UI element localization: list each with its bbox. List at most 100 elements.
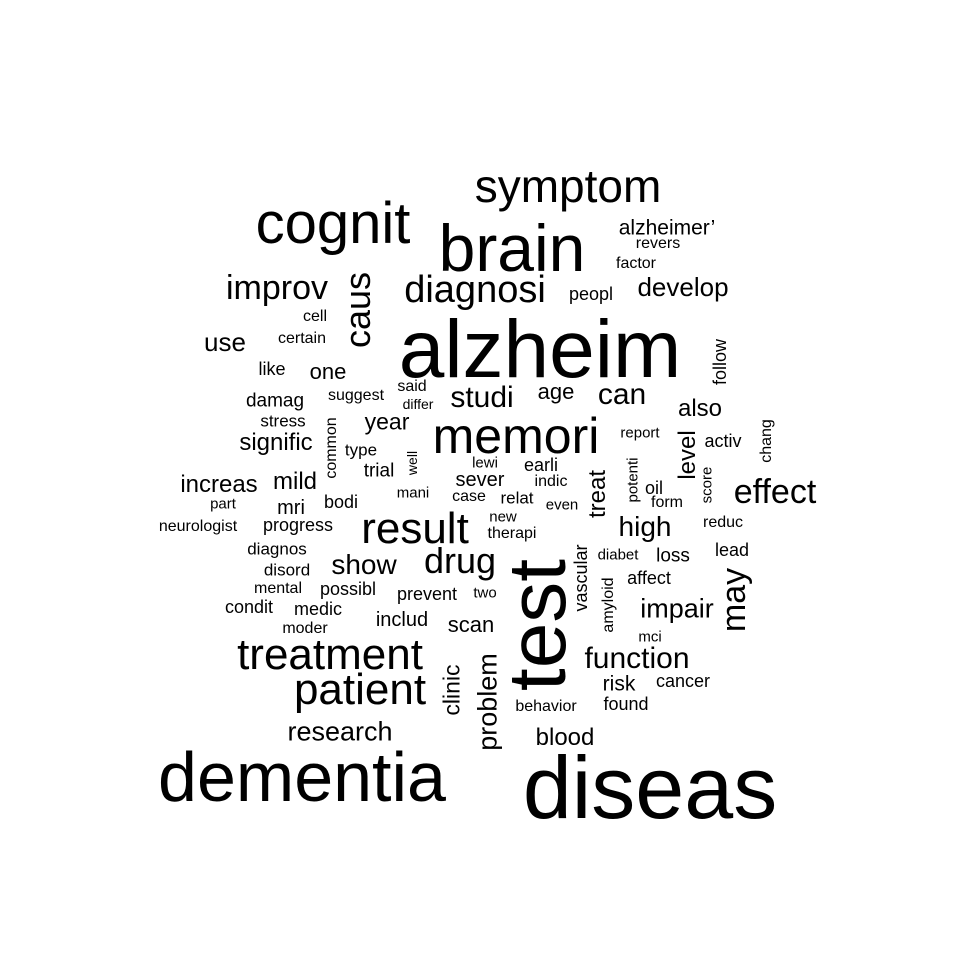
word-age: age <box>537 379 575 404</box>
word-high: high <box>618 511 672 542</box>
word-behavior: behavior <box>515 698 577 715</box>
word-problem: problem <box>472 653 503 751</box>
word-form: form <box>651 494 683 511</box>
word-level: level <box>674 430 701 480</box>
word-type: type <box>344 440 378 460</box>
word-mri: mri <box>277 497 305 519</box>
word-part: part <box>210 495 236 513</box>
word-may: may <box>715 567 753 633</box>
word-differ: differ <box>402 396 434 412</box>
word-affect: affect <box>627 568 671 588</box>
word-mci: mci <box>638 628 662 646</box>
word-revers: revers <box>635 235 681 252</box>
word-bodi: bodi <box>323 492 359 512</box>
word-lead: lead <box>714 540 750 560</box>
word-activ: activ <box>704 431 742 451</box>
word-can: can <box>597 378 647 411</box>
word-relat: relat <box>500 488 534 508</box>
word-case: case <box>452 488 486 505</box>
word-disord: disord <box>263 560 311 580</box>
word-use: use <box>204 327 246 357</box>
word-diagnos: diagnos <box>247 539 307 559</box>
word-impair: impair <box>640 593 714 624</box>
word-well: well <box>404 450 420 476</box>
word-chang: chang <box>758 419 775 463</box>
word-improv: improv <box>225 269 329 307</box>
word-treatment: treatment <box>237 630 423 679</box>
word-neurologist: neurologist <box>158 518 238 535</box>
word-brain: brain <box>438 211 586 285</box>
word-memori: memori <box>432 408 600 464</box>
word-condit: condit <box>224 597 274 617</box>
word-increas: increas <box>180 471 258 498</box>
word-develop: develop <box>637 272 729 302</box>
word-follow: follow <box>710 338 730 386</box>
word-studi: studi <box>450 381 514 414</box>
word-two: two <box>473 584 497 602</box>
word-diabet: diabet <box>597 546 639 564</box>
word-like: like <box>258 359 286 379</box>
word-alzheim: alzheim <box>398 304 682 395</box>
word-cognit: cognit <box>255 191 411 256</box>
word-mani: mani <box>396 484 430 502</box>
word-damag: damag <box>245 390 305 412</box>
word-prevent: prevent <box>396 584 458 604</box>
word-found: found <box>603 694 649 714</box>
word-vascular: vascular <box>571 544 591 612</box>
word-progress: progress <box>262 515 334 535</box>
word-cancer: cancer <box>655 671 711 691</box>
word-treat: treat <box>584 469 611 519</box>
word-even: even <box>545 496 579 514</box>
word-said: said <box>397 378 427 395</box>
word-year: year <box>364 408 410 435</box>
word-alzheimer: alzheimer’ <box>618 216 716 240</box>
word-earli: earli <box>523 455 559 475</box>
word-sever: sever <box>455 469 505 491</box>
word-patient: patient <box>293 665 427 714</box>
word-suggest: suggest <box>327 387 385 404</box>
word-symptom: symptom <box>474 160 662 212</box>
word-diseas: diseas <box>522 738 778 837</box>
word-signific: signific <box>239 429 313 456</box>
word-factor: factor <box>615 255 657 272</box>
word-possibl: possibl <box>319 579 377 599</box>
word-cell: cell <box>302 308 328 325</box>
word-includ: includ <box>375 609 429 631</box>
word-loss: loss <box>656 545 690 567</box>
word-one: one <box>309 359 347 384</box>
word-report: report <box>620 424 660 442</box>
word-moder: moder <box>282 620 328 637</box>
word-risk: risk <box>602 672 636 696</box>
word-show: show <box>331 549 397 580</box>
word-diagnosi: diagnosi <box>404 269 546 311</box>
word-common: common <box>323 417 340 479</box>
word-dementia: dementia <box>158 738 446 816</box>
word-clinic: clinic <box>438 664 465 716</box>
word-lewi: lewi <box>472 454 498 472</box>
word-scan: scan <box>447 612 495 637</box>
word-trial: trial <box>363 460 395 482</box>
word-test: test <box>492 558 583 692</box>
word-medic: medic <box>293 599 343 619</box>
word-result: result <box>361 504 469 553</box>
word-amyloid: amyloid <box>600 577 617 633</box>
word-reduc: reduc <box>702 514 744 531</box>
word-stress: stress <box>260 411 306 431</box>
word-score: score <box>698 466 716 504</box>
word-blood: blood <box>535 724 595 751</box>
word-research: research <box>287 716 393 747</box>
word-function: function <box>584 642 690 675</box>
word-peopl: peopl <box>568 284 614 304</box>
word-certain: certain <box>277 330 327 347</box>
word-also: also <box>677 395 723 422</box>
word-effect: effect <box>733 473 817 511</box>
word-caus: caus <box>337 271 378 349</box>
word-therapi: therapi <box>487 525 537 542</box>
word-drug: drug <box>423 540 497 581</box>
word-mild: mild <box>272 468 318 495</box>
word-mental: mental <box>253 580 303 597</box>
word-new: new <box>489 508 517 526</box>
word-potenti: potenti <box>624 457 642 503</box>
word-indic: indic <box>534 473 568 490</box>
